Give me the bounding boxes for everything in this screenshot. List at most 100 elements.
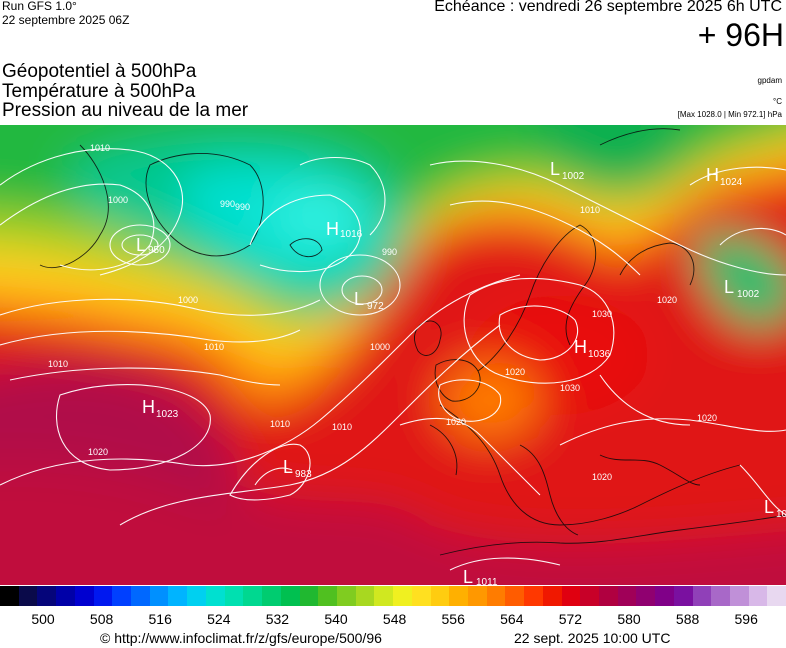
isobar-label: 1000 [370, 342, 390, 352]
svg-text:10: 10 [776, 509, 786, 520]
isobar-label: 1010 [332, 422, 352, 432]
color-scale-swatch [37, 586, 57, 606]
isobar-label: 1010 [270, 419, 290, 429]
high-center-1024: H 1024 [706, 165, 743, 188]
color-scale-tick-label: 516 [148, 611, 172, 627]
pressure-range: [Max 1028.0 | Min 972.1] hPa [677, 110, 782, 119]
low-center-972: L 972 [354, 289, 384, 312]
color-scale-swatch [112, 586, 132, 606]
color-scale-swatch [467, 586, 487, 606]
color-scale-tick-label: 556 [441, 611, 465, 627]
color-scale-swatch [299, 586, 319, 606]
svg-text:972: 972 [367, 301, 384, 312]
isobar-label: 1000 [108, 195, 128, 205]
color-scale-tick-label: 508 [89, 611, 114, 627]
svg-text:L: L [354, 289, 364, 309]
isobar-label: 1020 [446, 417, 466, 427]
isobar-label: 990 [235, 202, 250, 212]
color-scale-swatch [318, 586, 337, 606]
isobar-label: 1020 [592, 472, 612, 482]
color-scale-swatch [449, 586, 468, 606]
color-scale-swatch [505, 586, 525, 606]
svg-text:L: L [136, 235, 146, 255]
color-scale-tick-label: 540 [324, 611, 348, 627]
color-scale-swatch [748, 586, 768, 606]
color-scale-swatch [673, 586, 693, 606]
svg-text:L: L [550, 159, 560, 179]
svg-text:L: L [283, 457, 293, 477]
color-scale-swatch [374, 586, 394, 606]
color-scale-swatch [561, 586, 581, 606]
svg-text:1016: 1016 [340, 229, 363, 240]
color-scale-swatch [149, 586, 169, 606]
color-scale-swatch [692, 586, 712, 606]
color-scale-swatch [355, 586, 375, 606]
isobar-label: 1010 [580, 205, 600, 215]
color-scale-tick-label: 548 [382, 611, 407, 627]
pressure-centers: L 950 H 1016 L 972 L 1002 H 1024 L 1002 H 1036 … [136, 159, 786, 585]
title-temperature: Température à 500hPa [2, 81, 196, 102]
color-scale-swatch [524, 586, 543, 606]
svg-text:L: L [764, 497, 774, 517]
geopotential-field [0, 125, 786, 585]
run-date-label: 22 septembre 2025 06Z [2, 13, 130, 27]
color-scale-swatch [636, 586, 656, 606]
unit-temperature: °C [773, 97, 782, 106]
svg-text:H: H [326, 219, 339, 239]
color-scale-swatch [224, 586, 244, 606]
color-scale-swatch [711, 586, 731, 606]
low-center-983: L 983 [283, 457, 312, 480]
svg-text:L: L [724, 277, 734, 297]
color-scale-swatch [486, 586, 506, 606]
color-scale-swatch [56, 586, 75, 606]
svg-text:1011: 1011 [476, 577, 498, 585]
isobar-label: 1020 [657, 295, 677, 305]
isobar-label: 1010 [48, 359, 68, 369]
svg-text:983: 983 [295, 469, 312, 480]
high-center-1023: H 1023 [142, 397, 179, 420]
svg-text:1023: 1023 [156, 409, 179, 420]
svg-text:H: H [706, 165, 719, 185]
unit-geopotential: gpdam [757, 76, 782, 85]
color-scale-swatch [336, 586, 356, 606]
high-center-1016: H 1016 [326, 219, 363, 240]
svg-text:1024: 1024 [720, 177, 743, 188]
forecast-valid-time: Echéance : vendredi 26 septembre 2025 6h… [434, 0, 782, 15]
color-scale-bar [0, 586, 786, 606]
color-scale-swatch [0, 586, 19, 606]
isobar-label: 1020 [88, 447, 108, 457]
low-center-1002-east: L 1002 [724, 277, 760, 300]
isobar-label: 1010 [204, 342, 224, 352]
color-scale-swatch [411, 586, 431, 606]
svg-text:1002: 1002 [737, 289, 760, 300]
color-scale-swatch [617, 586, 637, 606]
title-geopotential: Géopotentiel à 500hPa [2, 61, 197, 82]
color-scale-swatch [131, 586, 150, 606]
svg-text:950: 950 [148, 245, 165, 256]
isobar-labels: 1010 1000 990 1000 1010 1010 1000 1010 1… [48, 143, 717, 482]
low-center-950: L 950 [136, 235, 165, 256]
svg-text:H: H [142, 397, 155, 417]
isobar-label: 1030 [592, 309, 612, 319]
high-center-1036: H 1036 [574, 337, 611, 360]
color-scale-tick-label: 580 [617, 611, 641, 627]
color-scale-swatch [187, 586, 206, 606]
color-scale-swatch [262, 586, 281, 606]
low-center-edge: L 10 [764, 497, 786, 520]
coastlines [39, 128, 786, 556]
color-scale-tick-label: 588 [675, 611, 700, 627]
forecast-lead-hours: + 96H [697, 17, 784, 53]
color-scale-swatch [243, 586, 263, 606]
color-scale-swatch [767, 586, 786, 606]
color-scale-tick-label: 532 [265, 611, 290, 627]
color-scale-swatch [730, 586, 749, 606]
color-scale-swatch [168, 586, 188, 606]
isobar-label: 1020 [505, 367, 525, 377]
isobars [0, 148, 786, 571]
color-scale-swatch [542, 586, 562, 606]
isobar-label: 1010 [90, 143, 110, 153]
color-scale-swatch [430, 586, 450, 606]
color-scale-swatch [280, 586, 300, 606]
color-scale-swatch [74, 586, 94, 606]
svg-text:1002: 1002 [562, 171, 585, 182]
